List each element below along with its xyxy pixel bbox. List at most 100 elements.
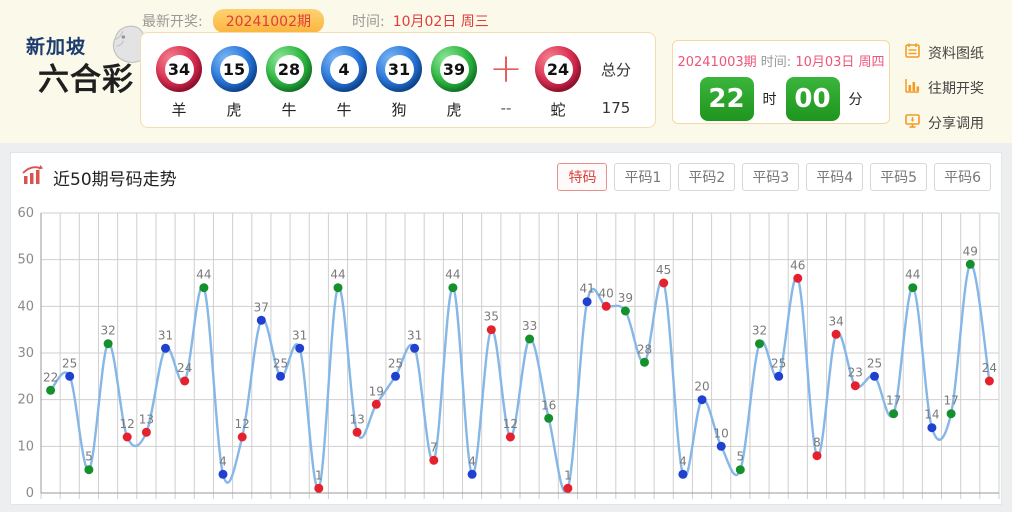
drawn-ball-6-ball: 39 (431, 46, 477, 92)
plus-icon: + (489, 46, 523, 92)
tab-pingma-3[interactable]: 平码3 (742, 163, 800, 191)
trend-chart-panel: 近50期号码走势 特码 平码1 平码2 平码3 平码4 平码5 平码6 0 10 20 30 40 5… (10, 152, 1002, 505)
svg-text:41: 41 (579, 282, 594, 296)
next-draw-info: 20241003期 时间: 10月03日 周四 (673, 51, 889, 70)
tab-pingma-2[interactable]: 平码2 (678, 163, 736, 191)
drawn-ball-5-ball: 31 (376, 46, 422, 92)
countdown-timer: 22 时 00 分 (673, 77, 889, 121)
svg-text:20: 20 (694, 380, 709, 394)
svg-text:37: 37 (254, 300, 269, 314)
drawn-ball-1-zodiac: 羊 (171, 101, 187, 119)
drawn-ball-5-number: 31 (384, 54, 414, 84)
svg-text:40: 40 (599, 286, 614, 300)
svg-text:12: 12 (120, 417, 135, 431)
svg-text:44: 44 (330, 268, 345, 282)
svg-text:31: 31 (407, 328, 422, 342)
svg-text:33: 33 (522, 319, 537, 333)
latest-time-value: 10月02日 周三 (392, 14, 489, 30)
svg-text:4: 4 (468, 454, 476, 468)
drawn-ball-2-zodiac: 虎 (226, 101, 242, 119)
trend-panel-title: 近50期号码走势 (53, 169, 177, 190)
tab-pingma-4[interactable]: 平码4 (806, 163, 864, 191)
countdown-minutes-unit: 分 (848, 92, 863, 108)
svg-text:25: 25 (273, 356, 288, 370)
chart-grid: 0 10 20 30 40 50 60 (17, 206, 1000, 501)
drawn-ball-3-zodiac: 牛 (281, 101, 297, 119)
tab-pingma-5[interactable]: 平码5 (870, 163, 928, 191)
svg-text:13: 13 (349, 412, 364, 426)
next-draw-countdown-card: 20241003期 时间: 10月03日 周四 22 时 00 分 (672, 40, 890, 124)
svg-text:17: 17 (886, 394, 901, 408)
logo-text-line1: 新加坡 (26, 36, 87, 58)
svg-text:40: 40 (17, 299, 34, 314)
drawn-ball-6: 39 虎 (430, 46, 478, 120)
drawn-ball-3-ball: 28 (266, 46, 312, 92)
next-draw-period: 20241003期 (677, 55, 757, 70)
drawn-ball-2-number: 15 (219, 54, 249, 84)
total-score: 总分 175 (590, 46, 642, 118)
svg-text:32: 32 (100, 324, 115, 338)
share-button[interactable]: 分享调用 (904, 112, 984, 133)
svg-text:5: 5 (85, 450, 93, 464)
site-logo[interactable]: 新加坡 六合彩 (24, 25, 145, 110)
svg-text:19: 19 (369, 384, 384, 398)
bar-chart-icon (904, 77, 921, 98)
special-ball-zodiac: 蛇 (550, 101, 566, 119)
drawn-ball-6-zodiac: 虎 (446, 101, 462, 119)
chart-line (49, 263, 991, 493)
svg-text:8: 8 (813, 436, 821, 450)
svg-text:31: 31 (158, 328, 173, 342)
drawn-ball-1-number: 34 (164, 54, 194, 84)
history-button[interactable]: 往期开奖 (904, 77, 984, 98)
svg-text:13: 13 (139, 412, 154, 426)
drawn-ball-4-zodiac: 牛 (336, 101, 352, 119)
drawn-ball-5-zodiac: 狗 (391, 101, 407, 119)
share-icon (904, 112, 921, 133)
draw-result-card: 34 羊 15 虎 28 牛 4 牛 31 狗 39 虎 + -- 24 蛇 总分 175 (140, 32, 656, 128)
share-button-label: 分享调用 (928, 115, 984, 132)
header-section: 新加坡 六合彩 最新开奖: 20241002期 时间: 10月02日 周三 34… (0, 0, 1012, 143)
svg-text:12: 12 (235, 417, 250, 431)
latest-time-label: 时间: (351, 14, 385, 30)
drawn-ball-3: 28 牛 (265, 46, 313, 120)
drawn-ball-3-number: 28 (274, 54, 304, 84)
svg-text:34: 34 (828, 314, 843, 328)
svg-text:46: 46 (790, 258, 805, 272)
plus-zodiac-placeholder: -- (500, 99, 512, 117)
datasheet-button[interactable]: 资料图纸 (904, 42, 984, 63)
special-ball-number: 24 (543, 54, 573, 84)
svg-text:1: 1 (564, 468, 572, 482)
tab-pingma-6[interactable]: 平码6 (934, 163, 991, 191)
latest-period-badge: 20241002期 (212, 9, 324, 33)
next-draw-time-label: 时间: (760, 55, 792, 70)
svg-text:14: 14 (924, 408, 939, 422)
svg-text:30: 30 (17, 346, 34, 361)
svg-text:12: 12 (503, 417, 518, 431)
svg-text:22: 22 (43, 370, 58, 384)
chart-points (46, 259, 994, 493)
svg-text:32: 32 (752, 324, 767, 338)
plus-separator: + -- (485, 46, 527, 120)
svg-text:44: 44 (905, 268, 920, 282)
svg-text:7: 7 (430, 440, 438, 454)
svg-text:24: 24 (177, 361, 192, 375)
tab-tema[interactable]: 特码 (557, 163, 608, 191)
datasheet-button-label: 资料图纸 (928, 45, 984, 62)
svg-text:20: 20 (17, 393, 34, 408)
notebook-icon (904, 42, 921, 63)
svg-text:24: 24 (982, 361, 997, 375)
logo-text-line2: 六合彩 (38, 62, 134, 98)
drawn-ball-5: 31 狗 (375, 46, 423, 120)
trend-chart-icon (21, 164, 45, 190)
svg-text:0: 0 (26, 486, 34, 501)
svg-text:31: 31 (292, 328, 307, 342)
svg-text:50: 50 (17, 253, 34, 268)
tab-pingma-1[interactable]: 平码1 (614, 163, 672, 191)
svg-text:4: 4 (219, 454, 227, 468)
drawn-ball-2: 15 虎 (210, 46, 258, 120)
countdown-hours: 22 (699, 77, 754, 121)
svg-text:1: 1 (315, 468, 323, 482)
